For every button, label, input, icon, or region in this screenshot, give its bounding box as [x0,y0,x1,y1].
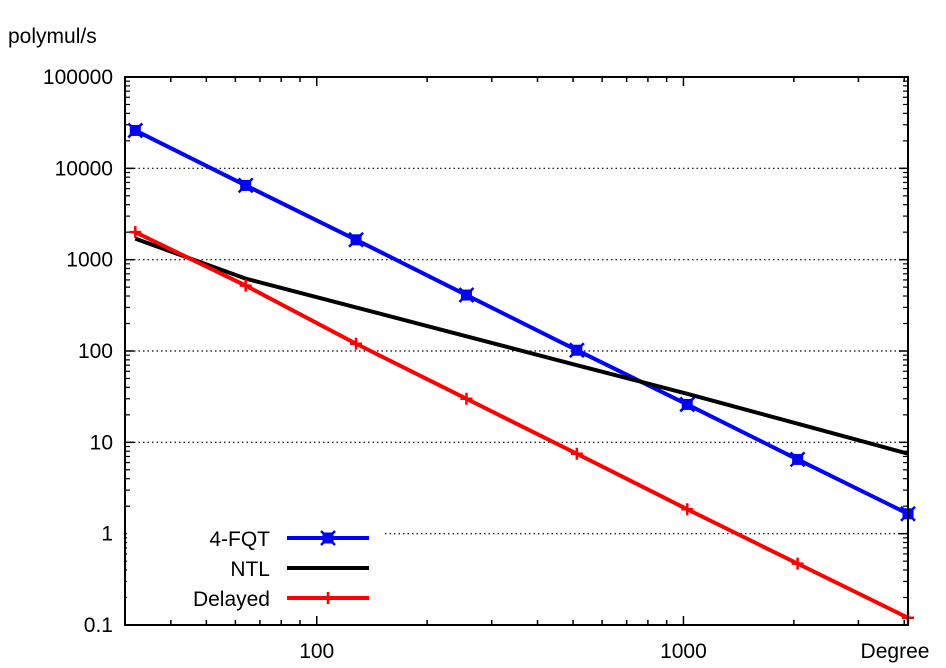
marker-plus [570,447,583,460]
data-point [570,447,583,460]
data-point [348,231,364,248]
marker-cross [679,396,696,413]
marker-cross [237,177,254,194]
data-point [460,392,473,405]
series-line [134,128,909,516]
marker-cross [127,122,144,139]
marker-cross [348,231,364,248]
y-tick-label: 100000 [43,66,113,89]
legend: 4-FQT NTL Delayed [127,522,380,612]
marker-plus [129,226,142,239]
y-tick-label: 1 [101,523,113,546]
legend-label: Delayed [193,588,270,611]
legend-label: NTL [230,558,270,581]
data-point [679,396,696,413]
x-tick-label: 1000 [660,640,707,663]
y-tick-label: 100 [78,340,113,363]
legend-marker [320,530,336,546]
data-point [350,337,363,350]
data-point [681,503,694,516]
marker-plus [350,337,363,350]
marker-plus [239,279,252,292]
marker-plus [322,592,334,604]
data-point [789,451,806,468]
data-point [129,226,142,239]
data-point [239,279,252,292]
marker-cross [568,342,585,359]
y-tick-label: 0.1 [84,614,113,637]
legend-marker [322,592,334,604]
marker-cross [320,530,336,546]
y-tick-label: 10000 [55,157,113,180]
marker-plus [791,557,804,570]
y-axis-label: polymul/s [8,25,97,48]
series-layer [127,122,916,624]
data-point [568,342,585,359]
x-tick-label: 100 [299,640,334,663]
marker-plus [681,503,694,516]
series-line [134,230,909,620]
data-point [237,177,254,194]
series-line [134,236,909,456]
data-point [458,287,475,303]
data-point [127,122,144,139]
series-4-FQT [127,122,916,522]
marker-cross [789,451,806,468]
series-NTL [134,236,909,456]
y-tick-label: 1000 [66,249,113,272]
legend-label: 4-FQT [209,528,270,551]
y-tick-label: 10 [90,431,113,454]
data-point [791,557,804,570]
marker-plus [460,392,473,405]
marker-cross [458,287,475,303]
x-axis-label: Degree [861,640,930,663]
plot-frame [124,76,909,626]
y-ticks: 0.1 1 10 100 1000 10000 100000 [43,66,908,637]
